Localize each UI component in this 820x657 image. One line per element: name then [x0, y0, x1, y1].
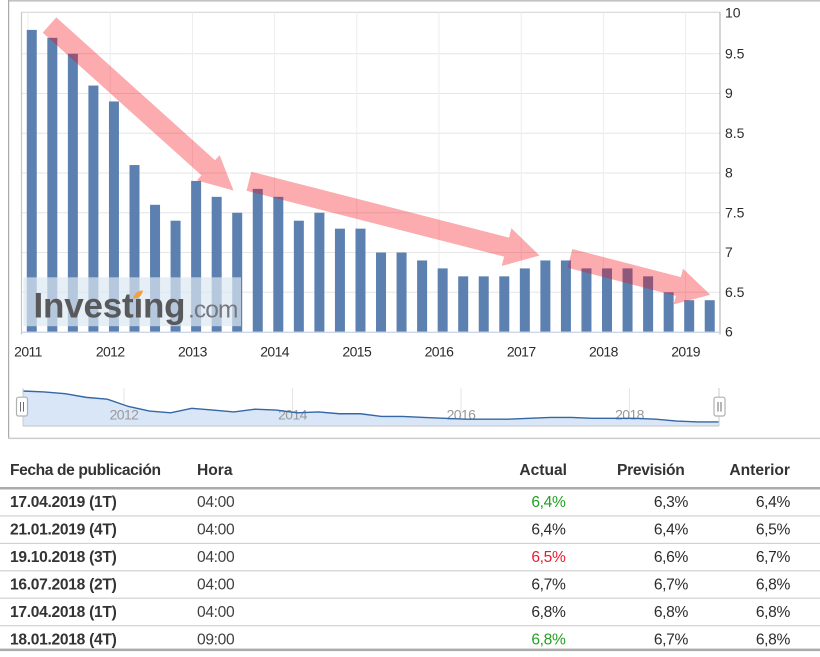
svg-text:6,8%: 6,8% [756, 577, 791, 594]
svg-text:.com: .com [188, 296, 238, 323]
svg-text:18.01.2018 (4T): 18.01.2018 (4T) [10, 631, 117, 648]
svg-text:2012: 2012 [110, 407, 140, 423]
svg-text:2018: 2018 [589, 343, 619, 359]
svg-text:8.5: 8.5 [725, 125, 745, 141]
svg-text:04:00: 04:00 [197, 522, 235, 539]
svg-text:6,8%: 6,8% [531, 631, 566, 648]
svg-text:2015: 2015 [342, 343, 372, 359]
svg-text:2013: 2013 [178, 343, 208, 359]
svg-text:04:00: 04:00 [197, 604, 235, 621]
svg-text:6,6%: 6,6% [654, 549, 689, 566]
svg-text:19.10.2018 (3T): 19.10.2018 (3T) [10, 549, 117, 566]
svg-text:6.5: 6.5 [725, 284, 745, 300]
svg-text:16.07.2018 (2T): 16.07.2018 (2T) [10, 577, 117, 594]
svg-text:6,5%: 6,5% [531, 549, 566, 566]
svg-text:09:00: 09:00 [197, 631, 235, 648]
svg-text:Fecha de publicación: Fecha de publicación [10, 462, 161, 479]
svg-text:2018: 2018 [615, 407, 645, 423]
svg-text:6,8%: 6,8% [654, 604, 689, 621]
svg-text:6,7%: 6,7% [531, 577, 566, 594]
svg-text:Hora: Hora [197, 462, 233, 479]
svg-text:Investıng: Investıng [34, 286, 186, 325]
svg-text:10: 10 [725, 5, 741, 21]
svg-text:7: 7 [725, 244, 733, 260]
svg-text:2014: 2014 [278, 407, 308, 423]
svg-text:04:00: 04:00 [197, 549, 235, 566]
svg-text:17.04.2018 (1T): 17.04.2018 (1T) [10, 604, 117, 621]
svg-text:2014: 2014 [260, 343, 290, 359]
svg-text:2016: 2016 [425, 343, 455, 359]
svg-text:6,8%: 6,8% [531, 604, 566, 621]
svg-text:6,4%: 6,4% [756, 494, 791, 511]
svg-text:6,8%: 6,8% [756, 631, 791, 648]
svg-text:6,3%: 6,3% [654, 494, 689, 511]
svg-text:6,7%: 6,7% [756, 549, 791, 566]
svg-text:Previsión: Previsión [617, 462, 685, 479]
svg-text:Anterior: Anterior [729, 462, 790, 479]
svg-text:2012: 2012 [96, 343, 126, 359]
svg-text:6,4%: 6,4% [654, 522, 689, 539]
svg-text:2016: 2016 [447, 407, 477, 423]
svg-text:6,7%: 6,7% [654, 631, 689, 648]
svg-text:7.5: 7.5 [725, 204, 745, 220]
svg-text:6,4%: 6,4% [531, 494, 566, 511]
svg-text:2011: 2011 [14, 343, 43, 359]
svg-text:9.5: 9.5 [725, 45, 745, 61]
svg-text:8: 8 [725, 165, 733, 181]
svg-text:6,5%: 6,5% [756, 522, 791, 539]
svg-text:6,8%: 6,8% [756, 604, 791, 621]
svg-text:04:00: 04:00 [197, 577, 235, 594]
svg-text:Actual: Actual [519, 462, 567, 479]
svg-text:2017: 2017 [507, 343, 537, 359]
svg-text:9: 9 [725, 85, 733, 101]
svg-text:2019: 2019 [671, 343, 701, 359]
svg-text:04:00: 04:00 [197, 494, 235, 511]
svg-text:17.04.2019 (1T): 17.04.2019 (1T) [10, 494, 117, 511]
svg-text:6: 6 [725, 324, 733, 340]
svg-text:6,4%: 6,4% [531, 522, 566, 539]
svg-text:21.01.2019 (4T): 21.01.2019 (4T) [10, 522, 117, 539]
svg-text:6,7%: 6,7% [654, 577, 689, 594]
